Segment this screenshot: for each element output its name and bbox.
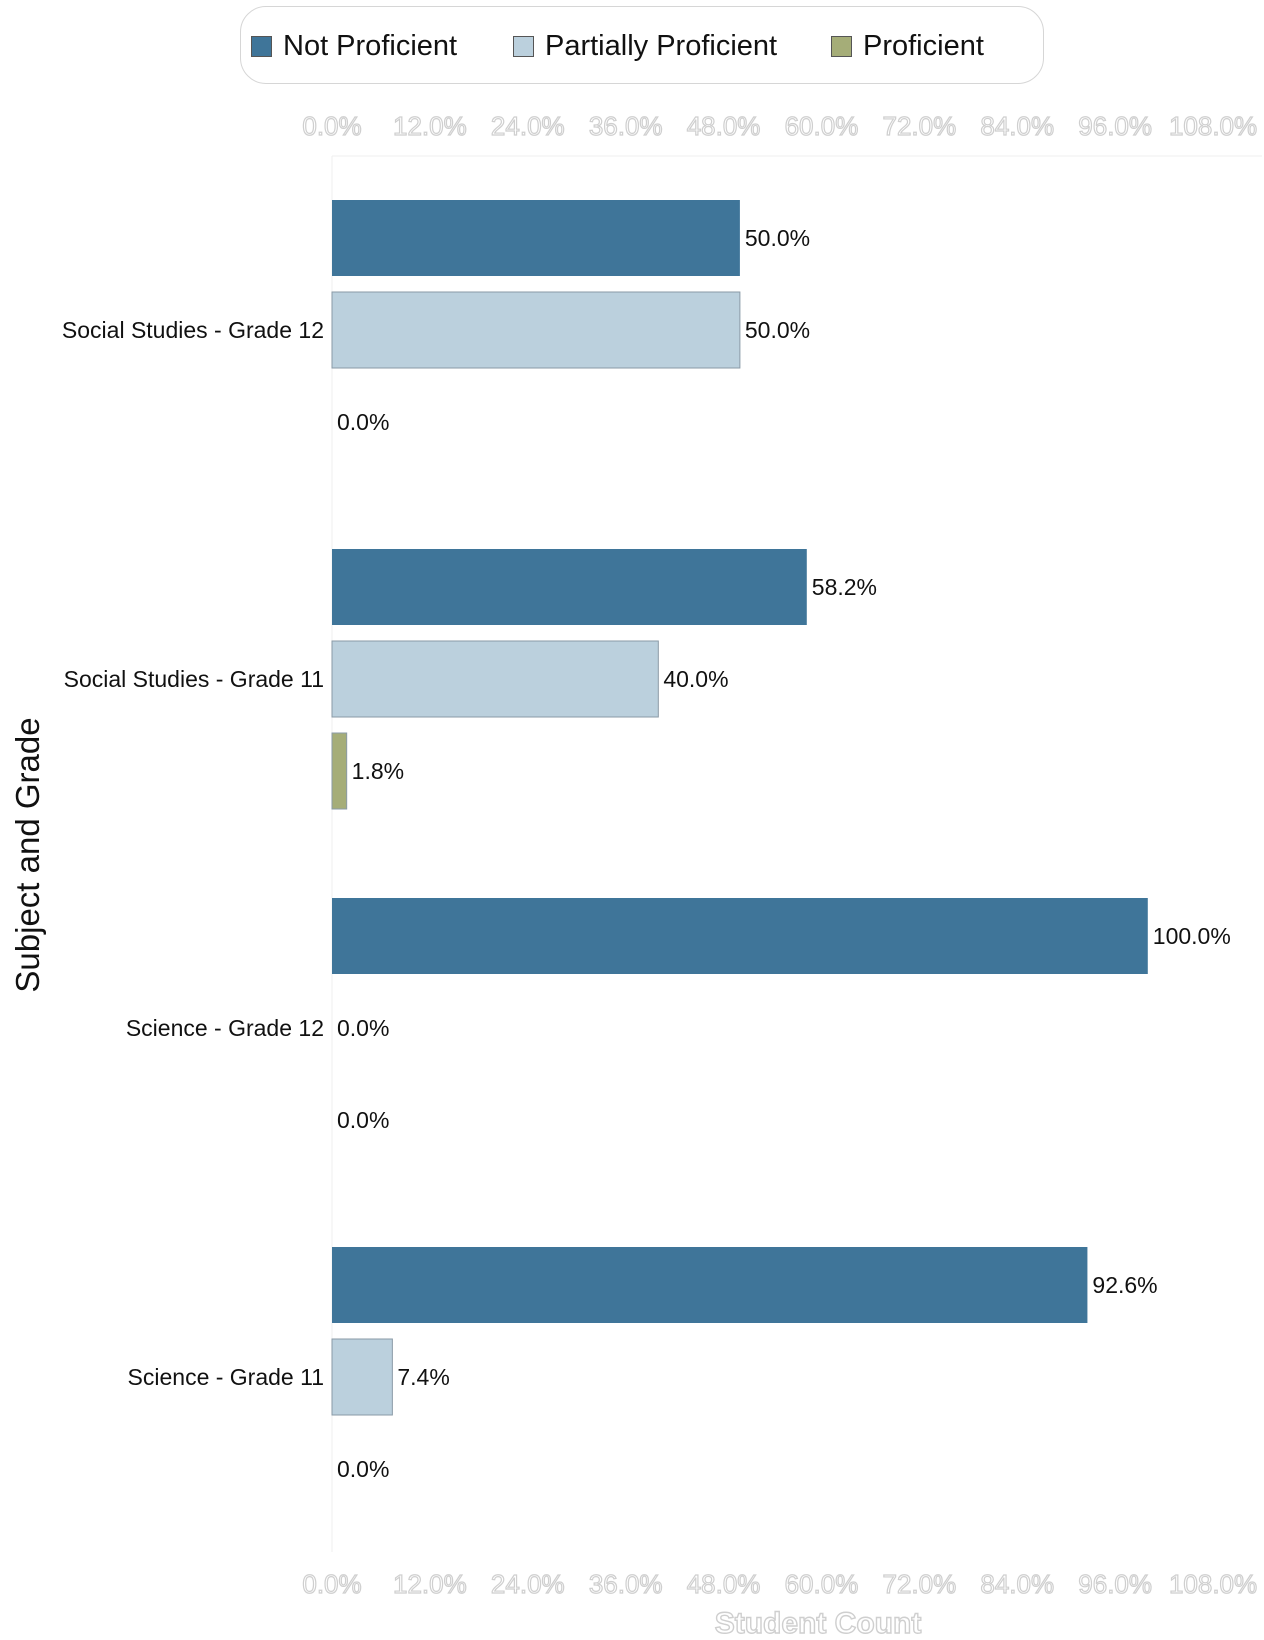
legend-item-proficient: Proficient [831, 7, 984, 85]
bar-partially-proficient-science-grade-11 [331, 1338, 393, 1416]
x-tick-label-top: 12.0% [393, 111, 467, 141]
bar-not-proficient-science-grade-11 [332, 1247, 1088, 1323]
bar-not-proficient-social-studies-grade-11 [332, 549, 807, 625]
bar-proficient-social-studies-grade-11 [331, 732, 348, 810]
legend: Not Proficient Partially Proficient Prof… [240, 6, 1044, 84]
data-label-not-proficient-social-studies-grade-11: 58.2% [812, 574, 877, 600]
legend-item-partially-proficient: Partially Proficient [513, 7, 777, 85]
legend-swatch-not-proficient [251, 35, 272, 57]
x-tick-label-top: 84.0% [980, 111, 1054, 141]
x-tick-label-bottom: 72.0% [883, 1569, 957, 1599]
legend-label-proficient: Proficient [863, 29, 984, 62]
x-tick-label-bottom: 48.0% [687, 1569, 761, 1599]
x-tick-label-top: 48.0% [687, 111, 761, 141]
data-label-partially-proficient-science-grade-11: 7.4% [397, 1364, 449, 1390]
data-label-not-proficient-science-grade-11: 92.6% [1092, 1272, 1157, 1298]
legend-swatch-partially-proficient [513, 35, 534, 57]
data-label-partially-proficient-social-studies-grade-12: 50.0% [745, 317, 810, 343]
bar-partially-proficient-social-studies-grade-12 [331, 291, 741, 369]
legend-label-partially-proficient: Partially Proficient [545, 29, 778, 62]
legend-swatch-proficient [831, 35, 852, 57]
data-label-not-proficient-science-grade-12: 100.0% [1153, 923, 1231, 949]
bar-partially-proficient-social-studies-grade-11 [331, 640, 659, 718]
x-tick-label-bottom: 108.0% [1169, 1569, 1257, 1599]
bar-not-proficient-science-grade-12 [332, 898, 1148, 974]
x-tick-label-top: 24.0% [491, 111, 565, 141]
x-tick-label-bottom: 36.0% [589, 1569, 663, 1599]
legend-label-not-proficient: Not Proficient [283, 29, 458, 62]
x-tick-label-bottom: 12.0% [393, 1569, 467, 1599]
x-tick-label-top: 0.0% [302, 111, 361, 141]
x-tick-label-bottom: 24.0% [491, 1569, 565, 1599]
data-label-partially-proficient-science-grade-12: 0.0% [337, 1015, 389, 1041]
category-label-social-studies-grade-11: Social Studies - Grade 11 [64, 666, 324, 692]
legend-item-not-proficient: Not Proficient [251, 7, 457, 85]
x-axis-title: Student Count [715, 1607, 922, 1640]
category-label-social-studies-grade-12: Social Studies - Grade 12 [62, 317, 324, 343]
data-label-proficient-science-grade-11: 0.0% [337, 1456, 389, 1482]
data-label-proficient-social-studies-grade-11: 1.8% [352, 758, 404, 784]
x-tick-label-bottom: 96.0% [1078, 1569, 1152, 1599]
x-tick-label-top: 72.0% [883, 111, 957, 141]
x-tick-label-top: 36.0% [589, 111, 663, 141]
x-tick-label-top: 96.0% [1078, 111, 1152, 141]
x-tick-label-bottom: 84.0% [980, 1569, 1054, 1599]
data-label-proficient-science-grade-12: 0.0% [337, 1107, 389, 1133]
x-tick-label-bottom: 0.0% [302, 1569, 361, 1599]
data-label-proficient-social-studies-grade-12: 0.0% [337, 409, 389, 435]
category-label-science-grade-11: Science - Grade 11 [128, 1364, 324, 1390]
data-label-partially-proficient-social-studies-grade-11: 40.0% [663, 666, 728, 692]
bar-not-proficient-social-studies-grade-12 [332, 200, 740, 276]
x-tick-label-top: 108.0% [1169, 111, 1257, 141]
data-label-not-proficient-social-studies-grade-12: 50.0% [745, 225, 810, 251]
x-tick-label-bottom: 60.0% [785, 1569, 859, 1599]
x-tick-label-top: 60.0% [785, 111, 859, 141]
category-label-science-grade-12: Science - Grade 12 [126, 1015, 324, 1041]
